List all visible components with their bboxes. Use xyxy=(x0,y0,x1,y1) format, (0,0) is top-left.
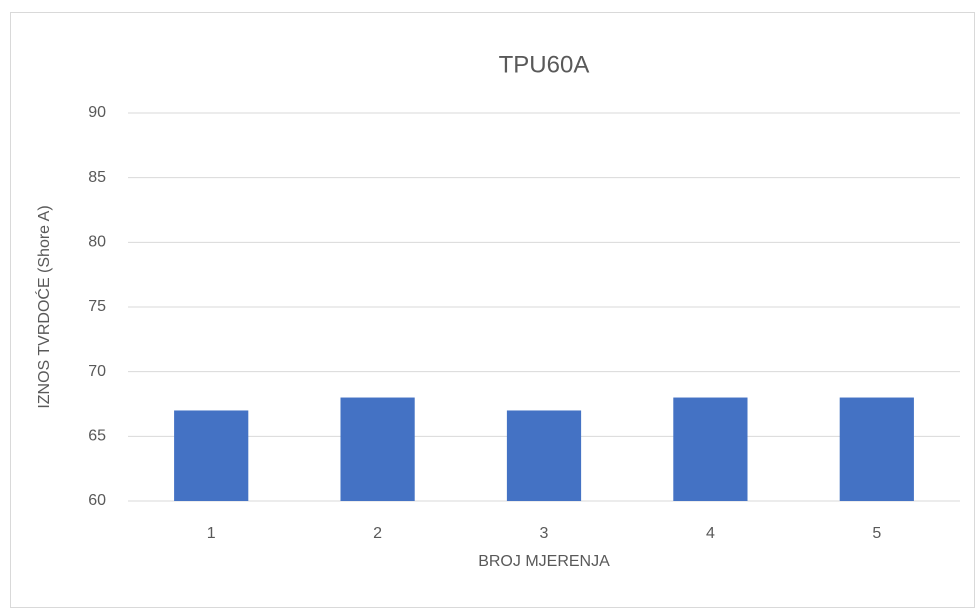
bar xyxy=(340,397,415,501)
bar xyxy=(839,397,914,501)
x-axis-label: BROJ MJERENJA xyxy=(478,553,610,570)
chart-title: TPU60A xyxy=(499,51,590,78)
y-tick-label: 75 xyxy=(88,298,106,315)
x-tick-label: 3 xyxy=(540,525,549,542)
y-tick-label: 85 xyxy=(88,169,106,186)
bar xyxy=(174,410,249,501)
y-tick-label: 90 xyxy=(88,104,106,121)
x-tick-label: 5 xyxy=(872,525,881,542)
y-tick-label: 60 xyxy=(88,492,106,509)
y-tick-label: 70 xyxy=(88,363,106,380)
chart-border xyxy=(10,12,975,608)
y-tick-label: 80 xyxy=(88,234,106,251)
bar xyxy=(506,410,582,501)
x-tick-label: 1 xyxy=(207,525,216,542)
y-tick-label: 65 xyxy=(88,428,106,445)
x-tick-label: 2 xyxy=(373,525,382,542)
x-tick-label: 4 xyxy=(706,525,715,542)
bar xyxy=(673,397,748,501)
y-axis-label: IZNOS TVRDOĆE (Shore A) xyxy=(34,205,53,408)
